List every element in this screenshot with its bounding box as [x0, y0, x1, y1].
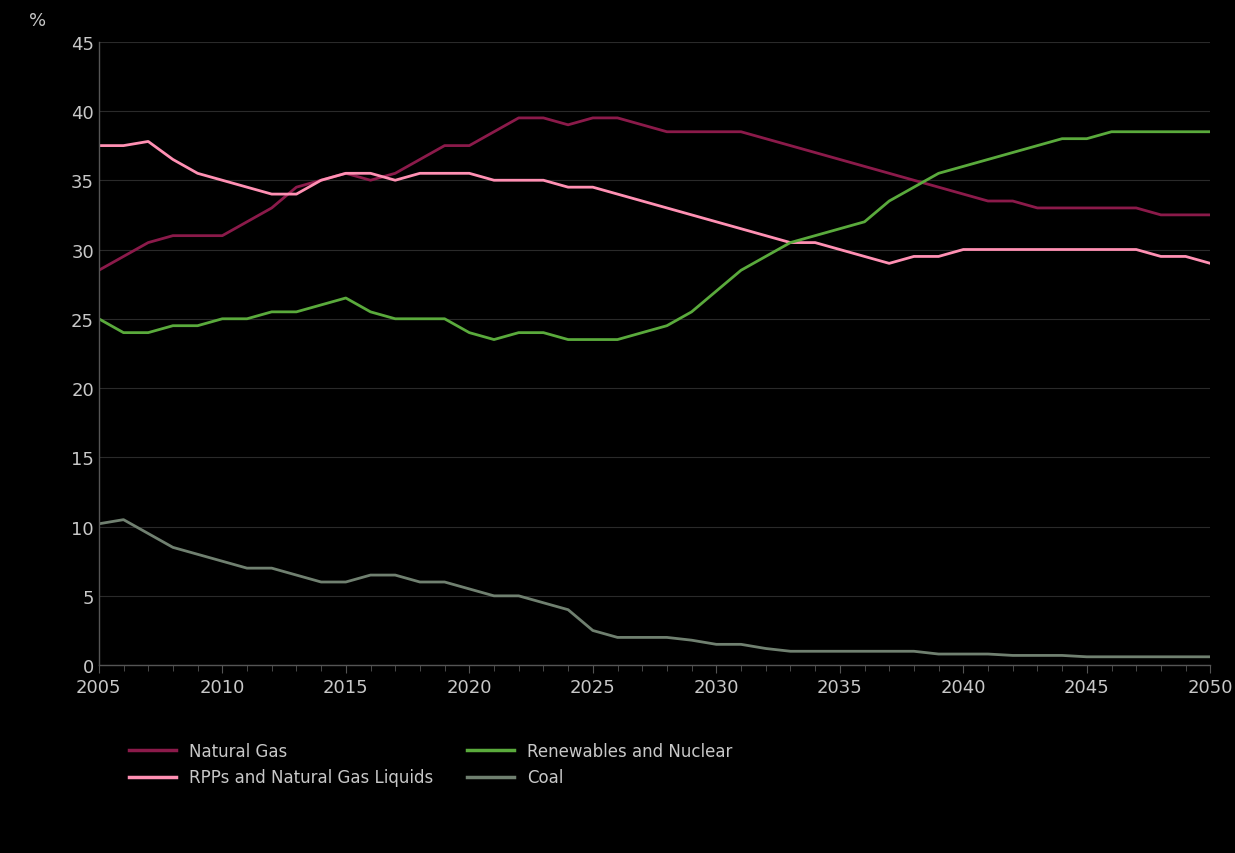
Legend: Natural Gas, RPPs and Natural Gas Liquids, Renewables and Nuclear, Coal: Natural Gas, RPPs and Natural Gas Liquid…: [130, 742, 732, 786]
Y-axis label: %: %: [30, 12, 46, 30]
